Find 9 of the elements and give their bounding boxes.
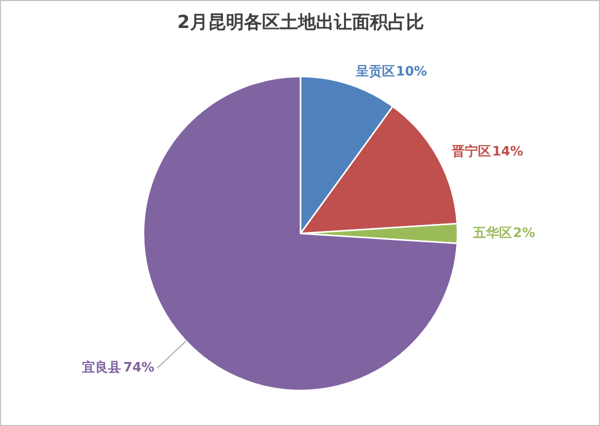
- slice-label: 晋宁区: [451, 143, 492, 160]
- chart-title: 2月昆明各区土地出让面积占比: [177, 12, 424, 33]
- data-label: 2%: [513, 226, 536, 241]
- data-label: 10%: [396, 64, 428, 80]
- slice-label: 宜良县: [82, 359, 122, 376]
- data-label: 14%: [492, 144, 524, 160]
- slice-label: 五华区: [472, 226, 512, 241]
- data-label: 74%: [123, 360, 154, 376]
- slice-label: 呈贡区: [354, 64, 395, 80]
